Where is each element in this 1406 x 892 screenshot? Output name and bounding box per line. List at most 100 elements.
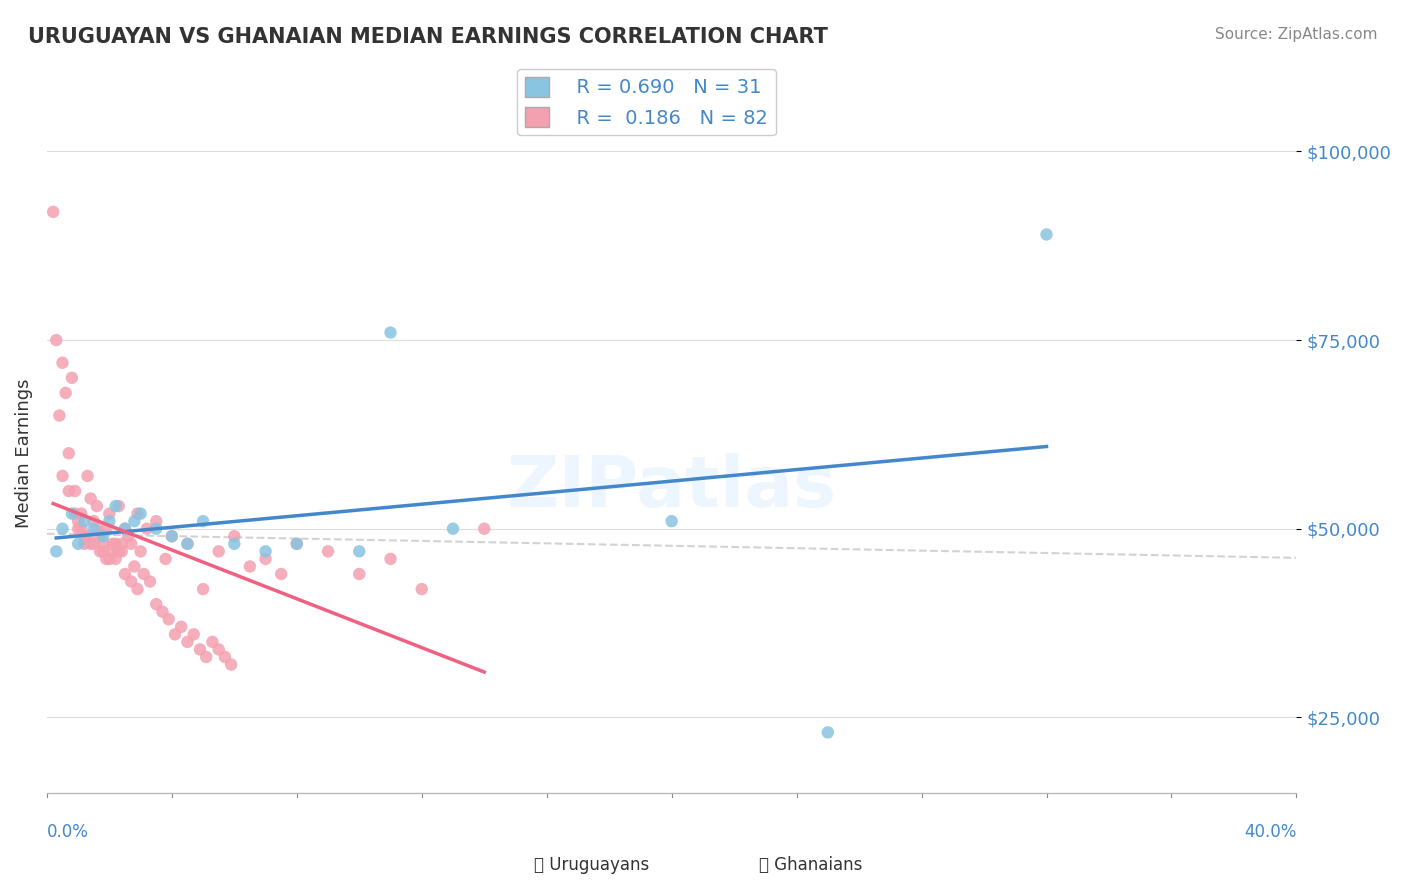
Point <box>285 537 308 551</box>
Point <box>129 544 152 558</box>
Point <box>195 650 218 665</box>
Point <box>58 483 80 498</box>
Point <box>104 499 127 513</box>
Point <box>208 544 231 558</box>
Point <box>117 529 139 543</box>
Point <box>111 537 134 551</box>
Point <box>98 507 121 521</box>
Point <box>91 537 114 551</box>
Point <box>155 552 177 566</box>
Point <box>120 574 142 589</box>
Point <box>152 605 174 619</box>
Point <box>411 582 433 596</box>
Point <box>79 537 101 551</box>
Point <box>219 657 242 672</box>
Point <box>160 529 183 543</box>
Point <box>285 537 308 551</box>
Point <box>45 333 67 347</box>
Point <box>160 529 183 543</box>
Point <box>129 507 152 521</box>
Point <box>124 514 146 528</box>
Point <box>98 552 121 566</box>
Point <box>67 537 90 551</box>
Point <box>67 514 90 528</box>
Point <box>111 544 134 558</box>
Point <box>101 537 124 551</box>
Point <box>91 544 114 558</box>
Point <box>42 204 65 219</box>
Point <box>89 529 111 543</box>
Point <box>101 544 124 558</box>
Point <box>254 544 277 558</box>
Point <box>98 514 121 528</box>
Point <box>51 522 73 536</box>
Point <box>208 642 231 657</box>
Y-axis label: Median Earnings: Median Earnings <box>15 378 32 528</box>
Point <box>176 537 198 551</box>
Point <box>60 371 83 385</box>
Point <box>188 642 211 657</box>
Point <box>201 635 224 649</box>
Text: 40.0%: 40.0% <box>1244 823 1296 841</box>
Text: ZIPatlas: ZIPatlas <box>506 453 837 522</box>
Point <box>176 537 198 551</box>
Point <box>63 507 86 521</box>
Point <box>145 514 167 528</box>
Point <box>817 725 839 739</box>
Legend:   R = 0.690   N = 31,   R =  0.186   N = 82: R = 0.690 N = 31, R = 0.186 N = 82 <box>517 70 776 136</box>
Point <box>104 537 127 551</box>
Point <box>114 522 136 536</box>
Point <box>45 544 67 558</box>
Point <box>51 356 73 370</box>
Point <box>135 522 157 536</box>
Point <box>60 507 83 521</box>
Text: Source: ZipAtlas.com: Source: ZipAtlas.com <box>1215 27 1378 42</box>
Point <box>96 522 118 536</box>
Point <box>349 544 371 558</box>
Point <box>104 552 127 566</box>
Point <box>70 507 93 521</box>
Point <box>114 566 136 581</box>
Point <box>83 514 105 528</box>
Point <box>70 522 93 536</box>
Point <box>86 499 108 513</box>
Point <box>124 559 146 574</box>
Point <box>107 544 129 558</box>
Point <box>48 409 70 423</box>
Point <box>139 574 162 589</box>
Point <box>58 446 80 460</box>
Point <box>145 522 167 536</box>
Text: URUGUAYAN VS GHANAIAN MEDIAN EARNINGS CORRELATION CHART: URUGUAYAN VS GHANAIAN MEDIAN EARNINGS CO… <box>28 27 828 46</box>
Point <box>183 627 205 641</box>
Point <box>114 522 136 536</box>
Point <box>73 529 96 543</box>
Point <box>145 597 167 611</box>
Point <box>132 566 155 581</box>
Point <box>380 552 402 566</box>
Point <box>83 522 105 536</box>
Point <box>86 522 108 536</box>
Point <box>127 507 149 521</box>
Point <box>163 627 186 641</box>
Text: ⬜ Uruguayans: ⬜ Uruguayans <box>534 855 650 873</box>
Point <box>73 514 96 528</box>
Point <box>127 582 149 596</box>
Point <box>79 491 101 506</box>
Point <box>176 635 198 649</box>
Point <box>191 514 214 528</box>
Point <box>441 522 464 536</box>
Point <box>472 522 495 536</box>
Point <box>89 544 111 558</box>
Point <box>214 650 236 665</box>
Point <box>107 499 129 513</box>
Point <box>254 552 277 566</box>
Point <box>191 582 214 596</box>
Point <box>73 537 96 551</box>
Point <box>76 529 98 543</box>
Point <box>55 385 77 400</box>
Point <box>67 522 90 536</box>
Point <box>224 529 246 543</box>
Point <box>83 537 105 551</box>
Point <box>157 612 180 626</box>
Point <box>1035 227 1057 242</box>
